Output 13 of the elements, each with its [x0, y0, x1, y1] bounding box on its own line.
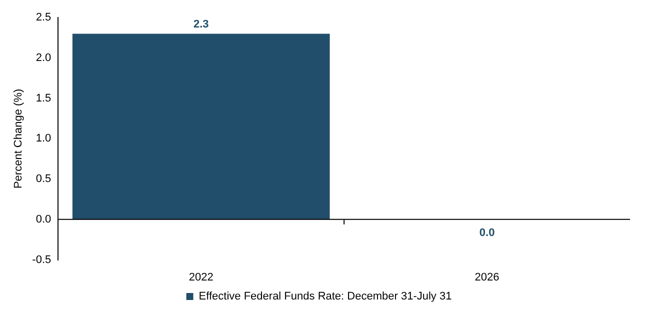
y-tick-label: -0.5 [32, 254, 52, 266]
text: 0.0 [479, 226, 495, 239]
text: 2.3 [193, 18, 209, 30]
y-tick-label: 2.0 [36, 52, 52, 64]
y-tick-label: 2.5 [36, 12, 52, 24]
y-axis-title: Percent Change (%) [12, 88, 25, 189]
y-tick-label: 1.5 [36, 92, 52, 104]
x-tick-label: 2022 [188, 271, 214, 284]
x-tick-label: 2026 [474, 271, 500, 284]
legend-label: Effective Federal Funds Rate: December 31-July 31 [198, 290, 452, 303]
y-tick-label: 1.0 [36, 132, 52, 145]
y-tick-label: 0.5 [36, 173, 52, 186]
y-tick-label: 0.0 [36, 213, 52, 226]
